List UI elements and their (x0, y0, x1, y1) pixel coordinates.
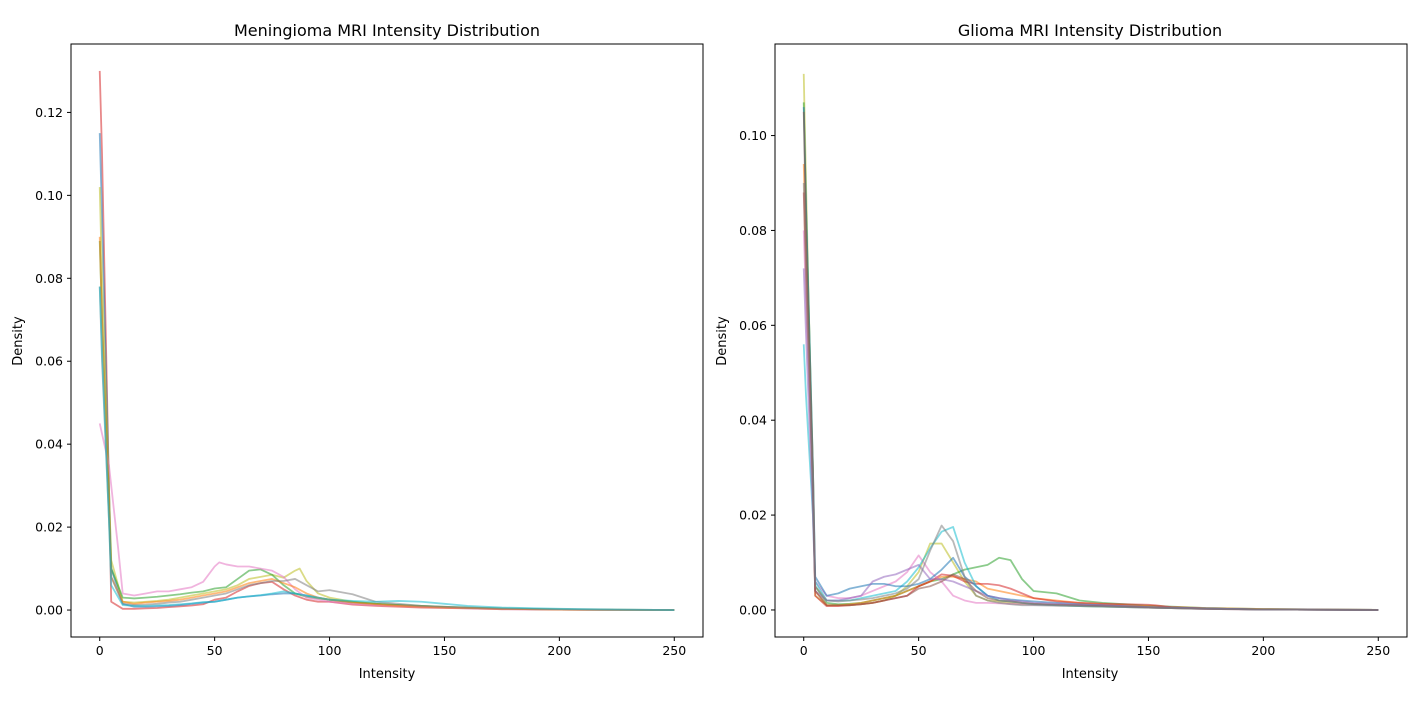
x-axis-label: Intensity (359, 667, 416, 682)
x-tick-label: 250 (1366, 643, 1390, 658)
x-tick-label: 150 (433, 643, 457, 658)
series-line-9 (802, 182, 1379, 611)
series-line-0 (98, 70, 675, 611)
x-tick-label: 100 (318, 643, 342, 658)
series-line-8 (802, 111, 1379, 611)
glioma-chart-panel: Glioma MRI Intensity Distribution Intens… (715, 21, 1408, 682)
series-line-4 (98, 423, 675, 611)
x-tick-label: 50 (207, 643, 223, 658)
x-tick-label: 200 (547, 643, 571, 658)
series-line-6 (802, 107, 1379, 611)
x-tick-label: 0 (96, 643, 104, 658)
series-line-1 (98, 133, 675, 611)
y-tick-label: 0.08 (739, 223, 767, 238)
y-tick-label: 0.00 (739, 602, 767, 617)
y-tick-label: 0.02 (739, 508, 767, 523)
x-tick-label: 100 (1022, 643, 1046, 658)
x-tick-label: 250 (662, 643, 686, 658)
y-tick-label: 0.08 (35, 271, 63, 286)
series-layer (98, 70, 675, 611)
x-tick-group: 0 50 100 150 200 250 (96, 637, 686, 658)
y-tick-label: 0.04 (35, 437, 63, 452)
y-tick-label: 0.06 (739, 318, 767, 333)
series-line-1 (802, 102, 1379, 611)
series-layer (802, 73, 1379, 611)
series-line-7 (802, 268, 1379, 611)
series-line-3 (98, 240, 675, 611)
y-tick-label: 0.02 (35, 520, 63, 535)
plot-frame (774, 43, 1408, 638)
chart-title: Glioma MRI Intensity Distribution (958, 21, 1222, 40)
y-tick-label: 0.12 (35, 105, 63, 120)
y-axis-label: Density (715, 316, 730, 366)
series-line-7 (98, 286, 675, 611)
y-tick-label: 0.04 (739, 413, 767, 428)
x-tick-group: 0 50 100 150 200 250 (800, 637, 1390, 658)
y-tick-label: 0.10 (739, 128, 767, 143)
y-tick-label: 0.06 (35, 354, 63, 369)
meningioma-chart-panel: Meningioma MRI Intensity Distribution In… (11, 21, 704, 682)
x-tick-label: 150 (1137, 643, 1161, 658)
series-line-5 (98, 236, 675, 611)
x-axis-label: Intensity (1062, 667, 1119, 682)
y-tick-label: 0.10 (35, 188, 63, 203)
series-line-0 (802, 73, 1379, 611)
x-tick-label: 200 (1251, 643, 1275, 658)
y-axis-label: Density (11, 316, 26, 366)
series-line-3 (802, 192, 1379, 611)
series-line-6 (98, 286, 675, 611)
plot-frame (70, 43, 704, 638)
series-line-2 (802, 163, 1379, 611)
y-tick-group: 0.00 0.02 0.04 0.06 0.08 0.10 0.12 (35, 105, 71, 618)
series-line-4 (802, 230, 1379, 611)
x-tick-label: 50 (911, 643, 927, 658)
y-tick-label: 0.00 (35, 603, 63, 618)
y-tick-group: 0.00 0.02 0.04 0.06 0.08 0.10 (739, 128, 775, 617)
x-tick-label: 0 (800, 643, 808, 658)
series-line-2 (98, 187, 675, 611)
chart-title: Meningioma MRI Intensity Distribution (234, 21, 540, 40)
series-line-5 (802, 344, 1379, 611)
